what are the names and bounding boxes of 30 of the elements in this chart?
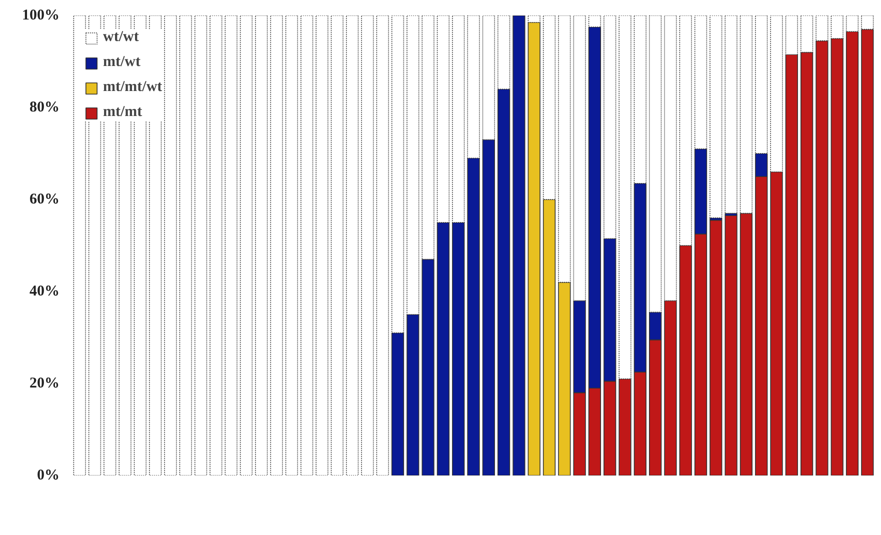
bar — [255, 16, 268, 476]
y-tick-label: 60% — [30, 192, 60, 208]
bar — [224, 16, 238, 476]
bar — [285, 16, 298, 476]
bar — [270, 16, 283, 476]
bar — [512, 16, 526, 476]
bar — [710, 16, 722, 218]
bar — [300, 16, 314, 476]
legend-label: mt/mt/wt — [103, 79, 162, 96]
y-tick-label: 100% — [22, 8, 60, 24]
y-tick-label: 40% — [30, 284, 60, 300]
bar — [316, 16, 328, 476]
bar — [376, 16, 389, 476]
bar — [724, 215, 738, 476]
bar — [164, 16, 177, 476]
bar — [361, 16, 374, 476]
bar — [346, 16, 359, 476]
bar — [194, 16, 208, 476]
legend-label: wt/wt — [103, 29, 139, 46]
y-tick-label: 20% — [30, 376, 60, 392]
bar — [240, 16, 253, 476]
bar — [179, 16, 192, 476]
bar — [330, 16, 344, 476]
y-tick-label: 80% — [30, 100, 60, 116]
bar — [710, 220, 722, 476]
bar — [210, 16, 222, 476]
y-tick-label: 0% — [37, 468, 60, 484]
bar — [724, 16, 738, 214]
legend-label: mt/wt — [103, 54, 140, 71]
legend-label: mt/mt — [103, 104, 142, 121]
